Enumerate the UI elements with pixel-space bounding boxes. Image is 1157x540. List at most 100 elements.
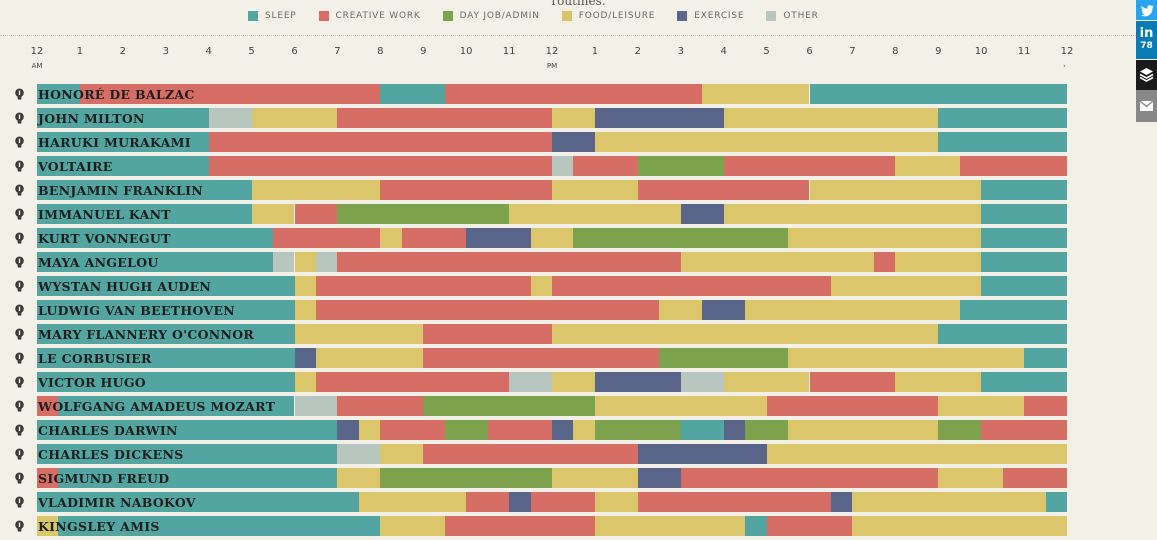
activity-segment-creative[interactable] — [208, 132, 552, 152]
activity-segment-dayjob[interactable] — [594, 420, 681, 440]
activity-segment-creative[interactable] — [315, 372, 510, 392]
activity-segment-sleep[interactable] — [37, 300, 295, 320]
activity-segment-exercise[interactable] — [702, 300, 746, 320]
activity-segment-sleep[interactable] — [809, 84, 1067, 104]
activity-segment-creative[interactable] — [637, 180, 810, 200]
lightbulb-icon[interactable] — [14, 88, 25, 100]
activity-segment-sleep[interactable] — [58, 468, 338, 488]
activity-segment-creative[interactable] — [637, 492, 831, 512]
activity-segment-creative[interactable] — [981, 420, 1067, 440]
routine-row[interactable]: CHARLES DARWIN — [0, 420, 1100, 440]
lightbulb-icon[interactable] — [14, 472, 25, 484]
lightbulb-icon[interactable] — [14, 160, 25, 172]
activity-segment-sleep[interactable] — [981, 228, 1067, 248]
activity-segment-food[interactable] — [552, 180, 638, 200]
activity-segment-sleep[interactable] — [37, 108, 209, 128]
lightbulb-icon[interactable] — [14, 256, 25, 268]
activity-segment-sleep[interactable] — [745, 516, 767, 536]
routine-row[interactable]: KINGSLEY AMIS — [0, 516, 1100, 536]
activity-segment-sleep[interactable] — [37, 132, 209, 152]
activity-segment-other[interactable] — [208, 108, 252, 128]
routine-row[interactable]: MARY FLANNERY O'CONNOR — [0, 324, 1100, 344]
activity-segment-food[interactable] — [315, 348, 424, 368]
activity-segment-exercise[interactable] — [594, 372, 681, 392]
activity-segment-dayjob[interactable] — [423, 396, 595, 416]
lightbulb-icon[interactable] — [14, 136, 25, 148]
activity-segment-creative[interactable] — [401, 228, 467, 248]
activity-segment-food[interactable] — [766, 444, 1067, 464]
activity-segment-exercise[interactable] — [680, 204, 724, 224]
legend-item-food[interactable]: FOOD/LEISURE — [561, 11, 656, 21]
activity-segment-sleep[interactable] — [37, 204, 252, 224]
activity-segment-dayjob[interactable] — [938, 420, 982, 440]
activity-segment-creative[interactable] — [37, 468, 59, 488]
routine-row[interactable]: CHARLES DICKENS — [0, 444, 1100, 464]
activity-segment-food[interactable] — [294, 300, 316, 320]
activity-segment-sleep[interactable] — [981, 252, 1067, 272]
legend-item-other[interactable]: OTHER — [766, 11, 818, 21]
activity-segment-sleep[interactable] — [37, 324, 295, 344]
activity-segment-food[interactable] — [380, 444, 424, 464]
activity-segment-creative[interactable] — [208, 156, 552, 176]
activity-segment-food[interactable] — [358, 420, 381, 440]
activity-segment-other[interactable] — [680, 372, 724, 392]
activity-segment-creative[interactable] — [337, 108, 552, 128]
activity-segment-food[interactable] — [509, 204, 681, 224]
activity-segment-food[interactable] — [788, 228, 982, 248]
routine-row[interactable]: IMMANUEL KANT — [0, 204, 1100, 224]
activity-segment-dayjob[interactable] — [573, 228, 789, 248]
routine-row[interactable]: HARUKI MURAKAMI — [0, 132, 1100, 152]
activity-segment-food[interactable] — [552, 108, 595, 128]
activity-segment-creative[interactable] — [573, 156, 638, 176]
activity-segment-food[interactable] — [294, 276, 316, 296]
routine-row[interactable]: KURT VONNEGUT — [0, 228, 1100, 248]
activity-segment-sleep[interactable] — [981, 276, 1067, 296]
activity-segment-creative[interactable] — [423, 348, 660, 368]
lightbulb-icon[interactable] — [14, 232, 25, 244]
activity-segment-creative[interactable] — [723, 156, 896, 176]
activity-segment-food[interactable] — [723, 372, 810, 392]
activity-segment-exercise[interactable] — [509, 492, 531, 512]
activity-segment-creative[interactable] — [79, 84, 381, 104]
activity-segment-creative[interactable] — [337, 396, 424, 416]
activity-segment-sleep[interactable] — [959, 300, 1067, 320]
activity-segment-food[interactable] — [251, 204, 295, 224]
lightbulb-icon[interactable] — [14, 400, 25, 412]
activity-segment-sleep[interactable] — [37, 84, 80, 104]
lightbulb-icon[interactable] — [14, 496, 25, 508]
routine-row[interactable]: VICTOR HUGO — [0, 372, 1100, 392]
activity-segment-food[interactable] — [702, 84, 810, 104]
activity-segment-creative[interactable] — [466, 492, 510, 512]
activity-segment-food[interactable] — [659, 300, 703, 320]
activity-segment-sleep[interactable] — [58, 396, 295, 416]
activity-segment-exercise[interactable] — [637, 444, 767, 464]
activity-segment-sleep[interactable] — [938, 132, 1067, 152]
activity-segment-exercise[interactable] — [594, 108, 724, 128]
activity-segment-creative[interactable] — [315, 300, 660, 320]
activity-segment-exercise[interactable] — [337, 420, 359, 440]
activity-segment-food[interactable] — [552, 372, 595, 392]
activity-segment-sleep[interactable] — [938, 108, 1067, 128]
activity-segment-food[interactable] — [852, 516, 1067, 536]
activity-segment-sleep[interactable] — [1045, 492, 1067, 512]
activity-segment-food[interactable] — [530, 228, 574, 248]
routine-row[interactable]: VLADIMIR NABOKOV — [0, 492, 1100, 512]
activity-segment-creative[interactable] — [1002, 468, 1067, 488]
activity-segment-creative[interactable] — [294, 204, 338, 224]
activity-segment-creative[interactable] — [444, 516, 595, 536]
routine-row[interactable]: JOHN MILTON — [0, 108, 1100, 128]
linkedin-share-button[interactable]: in 78 — [1136, 21, 1157, 59]
lightbulb-icon[interactable] — [14, 424, 25, 436]
activity-segment-sleep[interactable] — [37, 180, 252, 200]
activity-segment-creative[interactable] — [873, 252, 896, 272]
activity-segment-sleep[interactable] — [680, 420, 724, 440]
activity-segment-food[interactable] — [358, 492, 467, 512]
activity-segment-creative[interactable] — [423, 324, 552, 344]
activity-segment-food[interactable] — [809, 180, 982, 200]
activity-segment-food[interactable] — [723, 204, 982, 224]
activity-segment-sleep[interactable] — [58, 516, 381, 536]
routine-row[interactable]: SIGMUND FREUD — [0, 468, 1100, 488]
activity-segment-food[interactable] — [294, 372, 316, 392]
activity-segment-sleep[interactable] — [37, 348, 295, 368]
activity-segment-food[interactable] — [594, 492, 638, 512]
